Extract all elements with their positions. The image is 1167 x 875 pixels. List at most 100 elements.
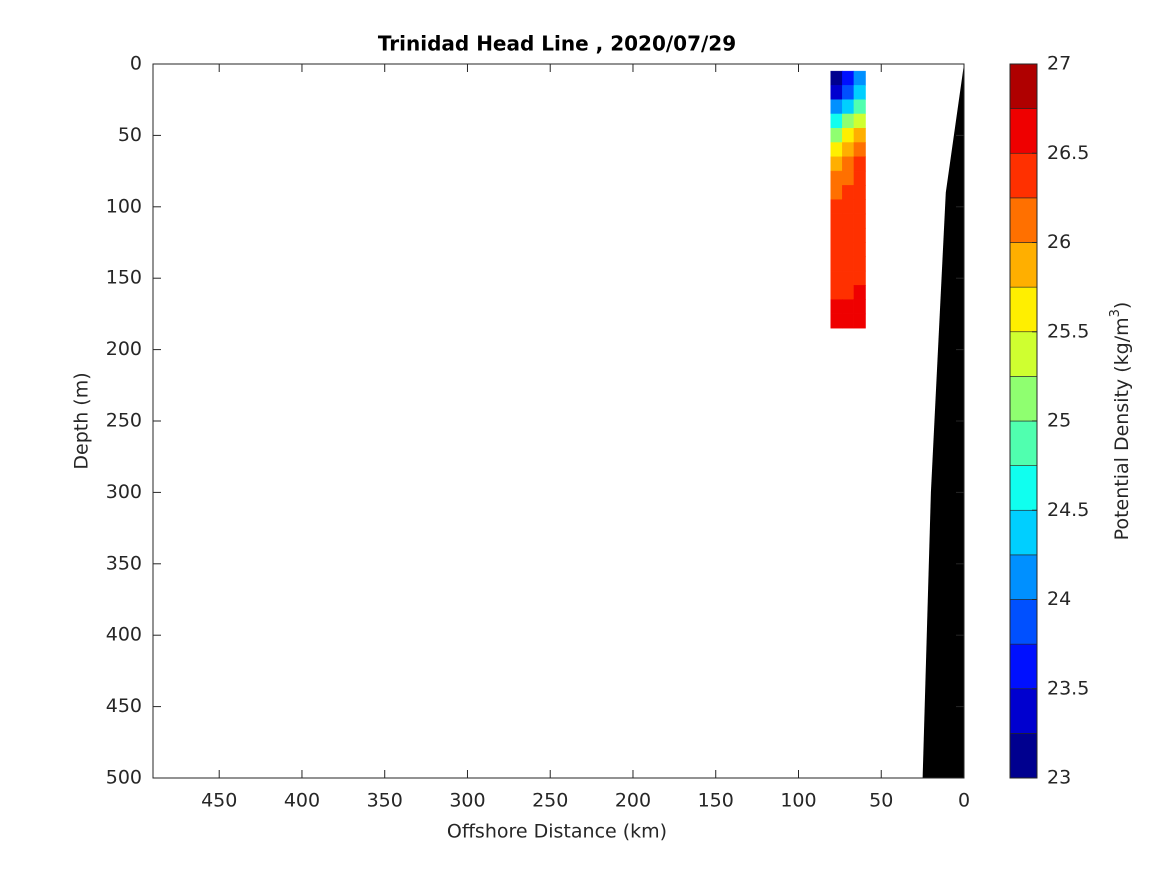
contour-cell xyxy=(830,185,843,200)
contour-cell xyxy=(830,199,843,215)
contour-cell xyxy=(842,170,855,186)
contour-cell xyxy=(853,285,866,300)
contour-cell xyxy=(842,156,855,172)
contour-cell xyxy=(842,227,855,243)
x-tick-label: 0 xyxy=(958,790,970,812)
contour-cell xyxy=(830,142,843,158)
contour-cell xyxy=(853,270,866,286)
colorbar-segment xyxy=(1009,554,1038,600)
y-tick-label: 100 xyxy=(106,195,142,217)
colorbar-segment xyxy=(1009,242,1038,288)
colorbar-segment xyxy=(1009,420,1038,466)
colorbar-label-text: Potential Density (kg/m xyxy=(1111,317,1133,540)
contour-cell xyxy=(830,313,843,329)
y-tick-label: 350 xyxy=(106,552,142,574)
x-tick-label: 250 xyxy=(532,790,568,812)
colorbar-segment xyxy=(1009,331,1038,377)
colorbar-segment xyxy=(1009,376,1038,422)
colorbar-tick-label: 25 xyxy=(1047,410,1071,432)
colorbar-tick-label: 25.5 xyxy=(1047,320,1089,342)
colorbar-segment xyxy=(1009,688,1038,734)
contour-cell xyxy=(830,227,843,243)
contour-cell xyxy=(853,313,866,329)
contour-cell xyxy=(853,156,866,172)
contour-cell xyxy=(830,299,843,315)
colorbar-tick-label: 27 xyxy=(1047,53,1071,75)
contour-cell xyxy=(830,256,843,272)
x-axis-label: Offshore Distance (km) xyxy=(447,821,667,843)
colorbar-segment xyxy=(1009,197,1038,243)
contour-cell xyxy=(842,199,855,215)
contour-cell xyxy=(842,70,855,86)
contour-cell xyxy=(853,170,866,186)
x-tick-label: 50 xyxy=(869,790,893,812)
contour-cell xyxy=(853,299,866,315)
contour-cell xyxy=(842,85,855,100)
contour-cell xyxy=(853,142,866,158)
colorbar-tick-label: 26.5 xyxy=(1047,142,1089,164)
x-tick-label: 450 xyxy=(201,790,237,812)
contour-cell xyxy=(853,213,866,229)
x-tick-label: 200 xyxy=(615,790,651,812)
contour-cell xyxy=(830,270,843,286)
colorbar-segment xyxy=(1009,108,1038,154)
contour-cell xyxy=(830,85,843,100)
chart-title: Trinidad Head Line , 2020/07/29 xyxy=(378,32,736,56)
colorbar-segment xyxy=(1009,643,1038,690)
contour-cell xyxy=(853,70,866,86)
colorbar-segment xyxy=(1009,152,1038,199)
contour-cell xyxy=(830,285,843,300)
contour-cell xyxy=(830,156,843,172)
contour-cell xyxy=(853,128,866,143)
x-tick-label: 300 xyxy=(449,790,485,812)
colorbar-segment xyxy=(1009,63,1038,109)
contour-cell xyxy=(842,99,855,115)
contour-cell xyxy=(830,242,843,258)
colorbar-segment xyxy=(1009,733,1038,779)
contour-cell xyxy=(853,113,866,129)
colorbar-tick-label: 24.5 xyxy=(1047,499,1089,521)
y-tick-label: 250 xyxy=(106,410,142,432)
contour-cell xyxy=(842,113,855,129)
contour-cell xyxy=(853,199,866,215)
colorbar-tick-label: 23 xyxy=(1047,767,1071,789)
contour-cell xyxy=(830,128,843,143)
colorbar-segment xyxy=(1009,509,1038,556)
bathymetry xyxy=(922,64,964,778)
x-tick-label: 400 xyxy=(284,790,320,812)
y-axis-label: Depth (m) xyxy=(71,372,93,469)
contour-cell xyxy=(842,142,855,158)
colorbar-label-sup: 3 xyxy=(1108,309,1123,317)
contour-cell xyxy=(842,313,855,329)
contour-cell xyxy=(842,185,855,200)
contour-cell xyxy=(830,113,843,129)
contour-cell xyxy=(842,256,855,272)
x-tick-label: 100 xyxy=(780,790,816,812)
y-tick-label: 200 xyxy=(106,338,142,360)
colorbar-segment xyxy=(1009,465,1038,511)
contour-cell xyxy=(853,185,866,200)
colorbar-segment xyxy=(1009,599,1038,645)
x-tick-label: 350 xyxy=(367,790,403,812)
contour-cell xyxy=(842,242,855,258)
y-tick-label: 400 xyxy=(106,624,142,646)
contour-cell xyxy=(830,99,843,115)
colorbar-label-end: ) xyxy=(1111,302,1133,309)
y-tick-label: 0 xyxy=(130,53,142,75)
contour-cell xyxy=(830,170,843,186)
y-tick-label: 50 xyxy=(118,124,142,146)
contour-cell xyxy=(830,70,843,86)
contour-cell xyxy=(853,99,866,115)
contour-cell xyxy=(842,299,855,315)
contour-cell xyxy=(842,128,855,143)
colorbar-segment xyxy=(1009,286,1038,333)
contour-cell xyxy=(853,85,866,100)
contour-cell xyxy=(853,242,866,258)
contour-cell xyxy=(853,227,866,243)
y-tick-label: 150 xyxy=(106,267,142,289)
contour-cell xyxy=(842,270,855,286)
contour-cell xyxy=(842,285,855,300)
colorbar-tick-label: 24 xyxy=(1047,588,1071,610)
contour-cell xyxy=(830,213,843,229)
